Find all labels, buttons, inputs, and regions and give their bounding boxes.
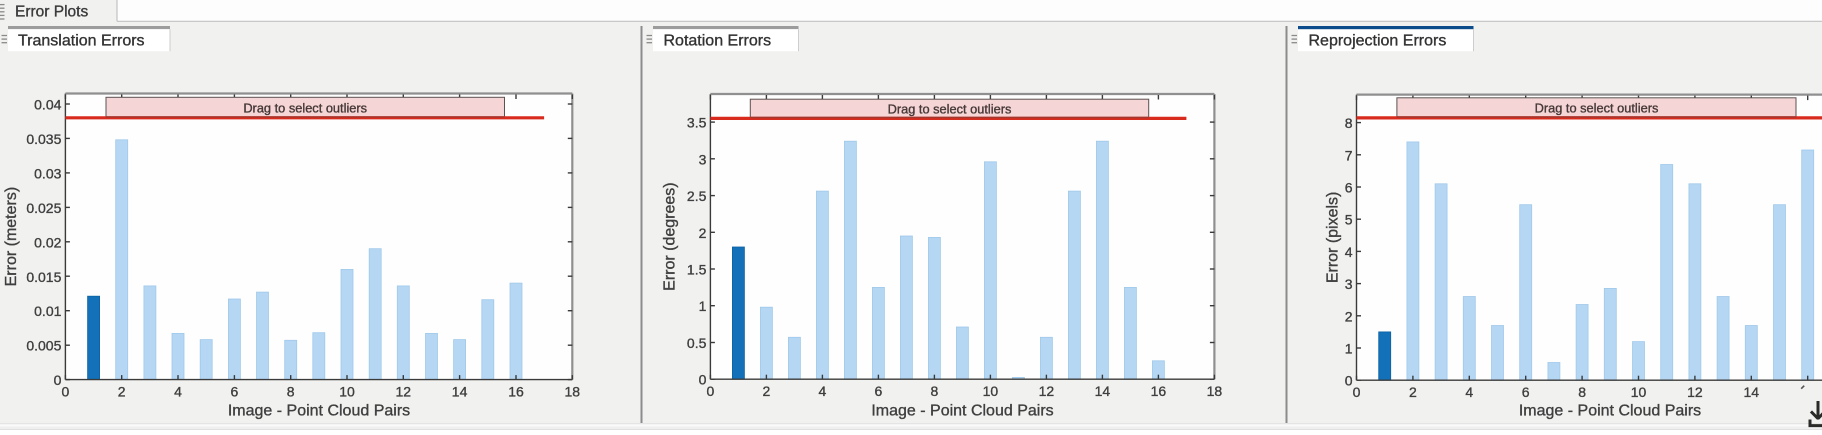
svg-text:0.025: 0.025 [26, 200, 61, 216]
svg-text:14: 14 [452, 384, 468, 400]
svg-text:12: 12 [1039, 383, 1055, 399]
svg-text:Image - Point Cloud Pairs: Image - Point Cloud Pairs [228, 403, 410, 420]
svg-text:1: 1 [1345, 341, 1353, 357]
svg-text:7: 7 [1345, 147, 1353, 163]
svg-text:0: 0 [1345, 373, 1353, 389]
svg-text:18: 18 [1207, 383, 1223, 399]
svg-text:0.04: 0.04 [34, 97, 61, 113]
svg-text:3: 3 [1345, 276, 1353, 292]
svg-text:0.035: 0.035 [26, 131, 61, 147]
svg-text:0.03: 0.03 [34, 165, 61, 181]
svg-text:10: 10 [339, 384, 355, 400]
svg-text:1: 1 [699, 298, 707, 314]
svg-text:Image - Point Cloud Pairs: Image - Point Cloud Pairs [871, 403, 1053, 420]
svg-text:14: 14 [1095, 383, 1111, 399]
svg-text:4: 4 [174, 384, 182, 400]
svg-text:Error (pixels): Error (pixels) [1324, 192, 1341, 284]
svg-text:4: 4 [819, 383, 827, 399]
svg-text:Drag to select outliers: Drag to select outliers [243, 100, 367, 115]
svg-text:2.5: 2.5 [687, 188, 707, 204]
svg-text:18: 18 [565, 384, 581, 400]
svg-text:14: 14 [1744, 384, 1760, 400]
svg-text:6: 6 [231, 384, 239, 400]
svg-text:Error (degrees): Error (degrees) [662, 182, 679, 290]
svg-text:16: 16 [1151, 383, 1167, 399]
svg-text:0.015: 0.015 [26, 269, 61, 285]
svg-text:Error Plots: Error Plots [15, 4, 88, 21]
svg-text:8: 8 [931, 383, 939, 399]
svg-text:Reprojection Errors: Reprojection Errors [1309, 33, 1447, 50]
svg-text:0.005: 0.005 [26, 338, 61, 354]
svg-text:4: 4 [1465, 384, 1473, 400]
svg-text:8: 8 [1578, 384, 1586, 400]
svg-text:3.5: 3.5 [687, 115, 707, 131]
svg-text:6: 6 [1345, 180, 1353, 196]
svg-text:5: 5 [1345, 212, 1353, 228]
svg-text:10: 10 [983, 383, 999, 399]
svg-text:6: 6 [875, 383, 883, 399]
svg-text:2: 2 [1345, 308, 1353, 324]
svg-text:2: 2 [118, 384, 126, 400]
svg-text:2: 2 [1409, 384, 1417, 400]
svg-text:0.5: 0.5 [687, 335, 707, 351]
svg-text:12: 12 [396, 384, 412, 400]
svg-text:0: 0 [62, 384, 70, 400]
svg-text:0.02: 0.02 [34, 234, 61, 250]
svg-text:4: 4 [1345, 244, 1353, 260]
svg-text:0: 0 [54, 372, 62, 388]
svg-text:1.5: 1.5 [687, 262, 707, 278]
svg-text:0.01: 0.01 [34, 303, 61, 319]
svg-text:Image - Point Cloud Pairs: Image - Point Cloud Pairs [1519, 403, 1701, 420]
svg-text:Drag to select outliers: Drag to select outliers [888, 102, 1012, 117]
svg-text:8: 8 [287, 384, 295, 400]
svg-text:2: 2 [763, 383, 771, 399]
svg-text:0: 0 [699, 372, 707, 388]
svg-text:8: 8 [1345, 115, 1353, 131]
svg-text:12: 12 [1687, 384, 1703, 400]
svg-text:6: 6 [1522, 384, 1530, 400]
svg-text:Error (meters): Error (meters) [3, 187, 20, 287]
svg-text:0: 0 [1353, 384, 1361, 400]
svg-text:10: 10 [1631, 384, 1647, 400]
svg-text:3: 3 [699, 151, 707, 167]
svg-text:2: 2 [699, 225, 707, 241]
svg-text:Translation Errors: Translation Errors [18, 33, 145, 50]
svg-text:Drag to select outliers: Drag to select outliers [1535, 101, 1659, 116]
svg-text:Rotation Errors: Rotation Errors [664, 33, 772, 50]
svg-text:0: 0 [707, 383, 715, 399]
svg-text:16: 16 [508, 384, 524, 400]
